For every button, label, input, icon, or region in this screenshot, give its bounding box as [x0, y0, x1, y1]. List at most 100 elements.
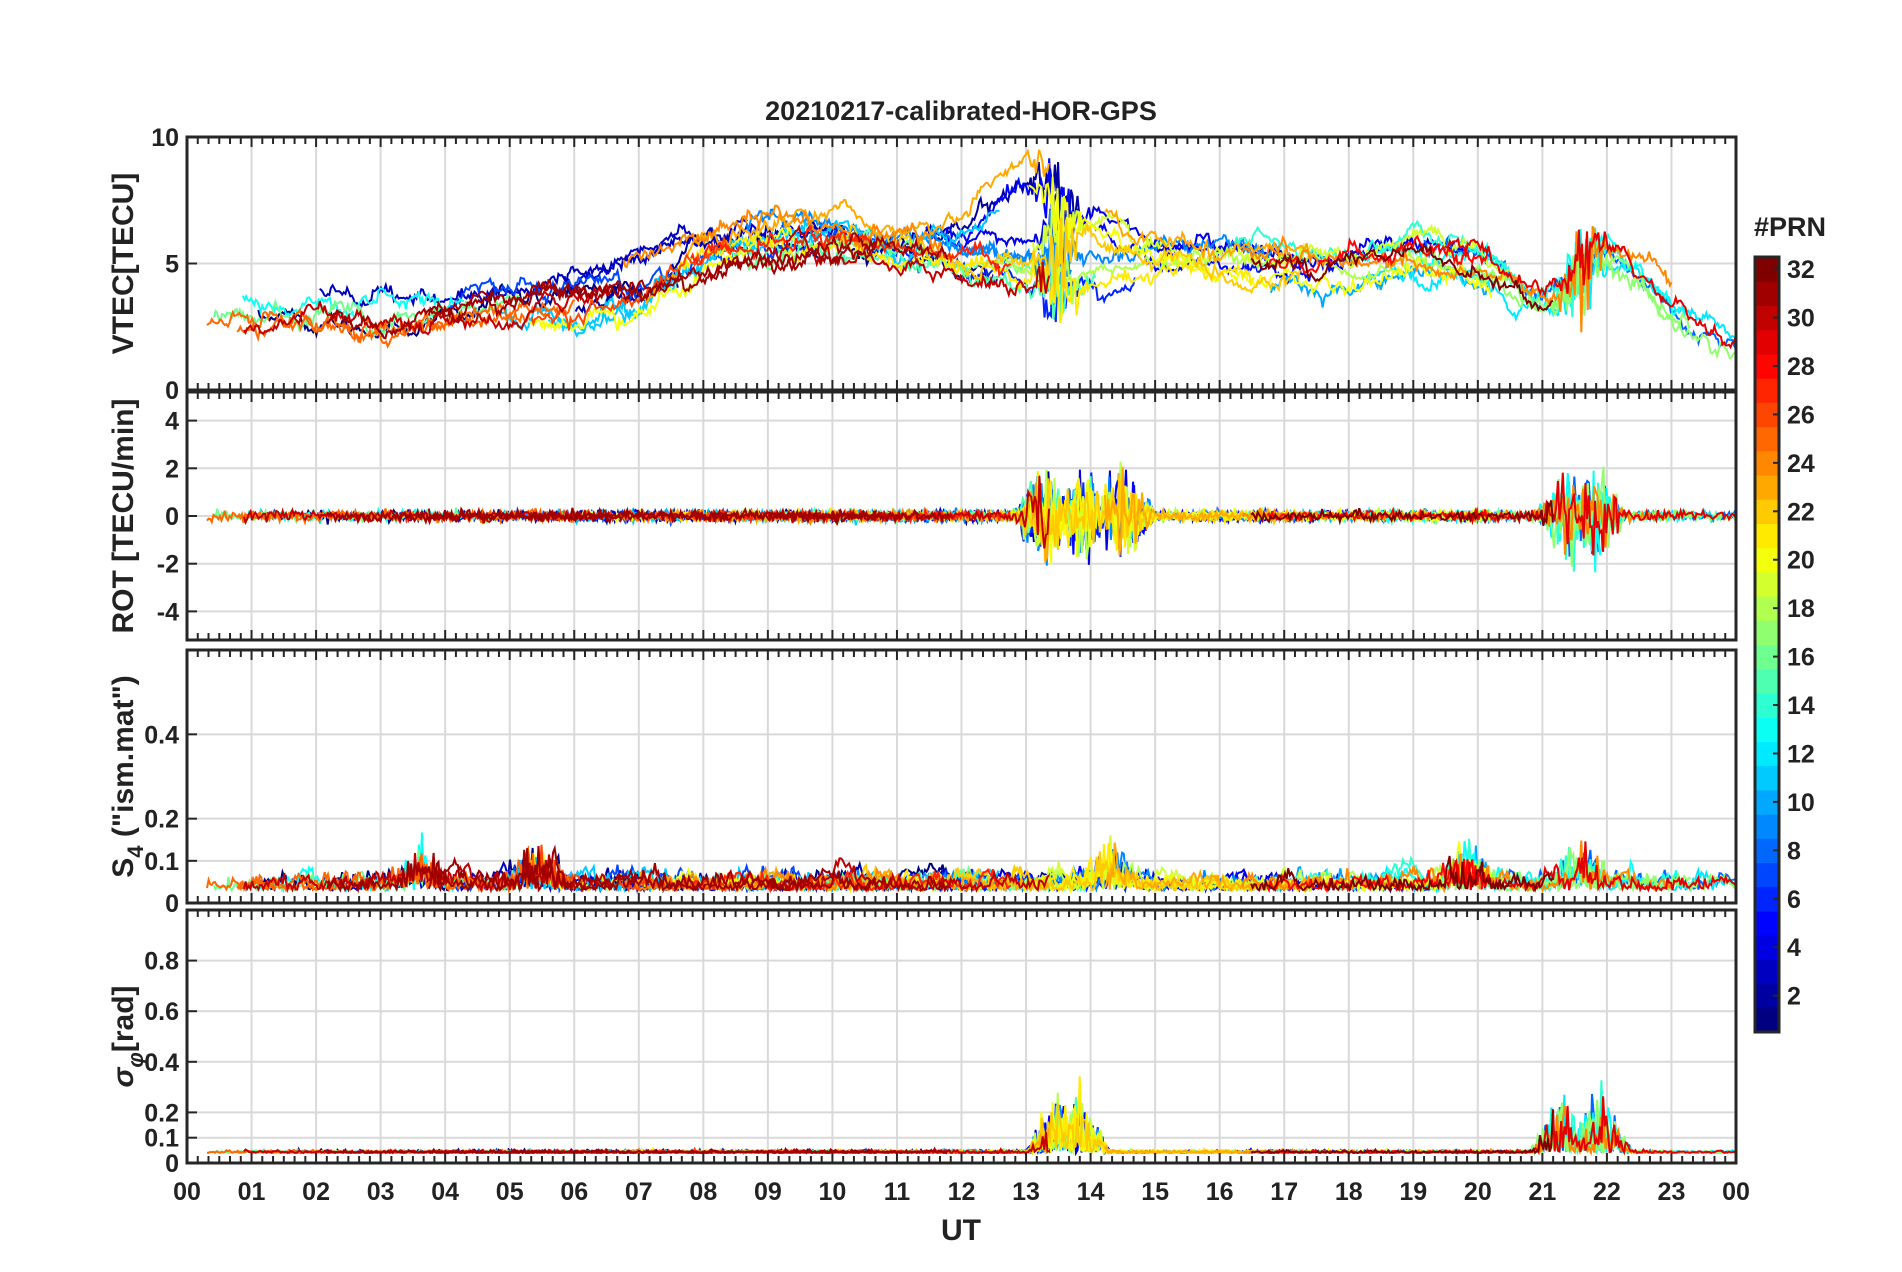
series-line-prn-27 — [690, 224, 1012, 278]
figure-title: 20210217-calibrated-HOR-GPS — [765, 96, 1157, 126]
series-group — [206, 461, 1736, 573]
colorbar-tick-label: 4 — [1787, 934, 1801, 962]
y-tick-label: 10 — [151, 124, 179, 152]
x-tick-label: 01 — [238, 1178, 266, 1206]
colorbar-swatch — [1755, 1007, 1779, 1033]
series-line-prn-13 — [241, 287, 465, 322]
y-tick-label: 0.8 — [144, 948, 179, 976]
y-tick-label: 0.1 — [144, 1125, 179, 1153]
y-tick-label: 0.4 — [144, 721, 179, 749]
x-tick-label: 11 — [884, 1178, 911, 1206]
series-line-prn-4 — [925, 186, 1471, 274]
series-line-prn-26 — [530, 234, 733, 331]
x-tick-label: 06 — [560, 1178, 588, 1206]
x-tick-label: 04 — [431, 1178, 459, 1206]
panel-s4: 0 0.1 0.2 0.4S4 ("ism.mat") — [107, 648, 1738, 918]
series-group — [207, 1076, 1736, 1157]
x-tick-label: 09 — [754, 1178, 782, 1206]
colorbar-swatch — [1755, 717, 1779, 742]
series-line-prn-15 — [715, 233, 1097, 320]
x-tick-labels: 00 01 02 03 04 05 06 07 08 09 10 11 12 13 14 15 16 17 18 19… — [173, 1178, 1750, 1206]
series-line-prn-25 — [206, 299, 575, 349]
x-tick-label: 10 — [819, 1178, 847, 1206]
x-tick-label: 08 — [689, 1178, 717, 1206]
y-tick-label: -4 — [157, 598, 179, 626]
y-tick-label: 0.1 — [144, 848, 179, 876]
colorbar-swatch — [1755, 862, 1779, 888]
series-line-prn-28 — [1266, 234, 1488, 275]
colorbar-swatch — [1755, 474, 1779, 500]
y-axis-label: S4 ("ism.mat") — [107, 675, 148, 877]
series-line-prn-9 — [924, 229, 1282, 287]
series-line-prn-20 — [1028, 176, 1493, 299]
y-tick-label: 5 — [165, 251, 179, 279]
colorbar-swatch — [1755, 814, 1779, 839]
y-tick-label: 0.2 — [144, 1099, 179, 1127]
x-axis-label: UT — [941, 1214, 981, 1247]
colorbar-tick-label: 6 — [1787, 886, 1801, 914]
x-tick-label: 17 — [1270, 1178, 1298, 1206]
series-line-prn-31 — [326, 243, 877, 340]
grid — [187, 910, 1736, 1163]
colorbar-tick-label: 26 — [1787, 401, 1815, 429]
x-tick-label: 23 — [1658, 1178, 1686, 1206]
x-tick-label: 16 — [1206, 1178, 1234, 1206]
series-line-prn-32 — [1250, 243, 1554, 313]
x-tick-label: 22 — [1593, 1178, 1621, 1206]
colorbar-tick-label: 8 — [1787, 837, 1801, 865]
x-tick-label: 07 — [625, 1178, 653, 1206]
x-tick-label: 20 — [1464, 1178, 1492, 1206]
x-tick-label: 15 — [1141, 1178, 1169, 1206]
colorbar-tick-label: 30 — [1787, 305, 1815, 333]
x-tick-label: 12 — [948, 1178, 976, 1206]
x-tick-label: 18 — [1335, 1178, 1363, 1206]
colorbar-tick-label: 20 — [1787, 547, 1815, 575]
y-tick-label: 4 — [165, 408, 179, 436]
x-tick-label: 05 — [496, 1178, 524, 1206]
colorbar-swatch — [1755, 329, 1779, 355]
colorbar-swatch — [1755, 765, 1779, 791]
panel-sigma-phi: 00.10.2 0.4 0.6 0.8 σφ[rad] — [107, 908, 1738, 1178]
series-line-prn-32 — [1250, 1109, 1554, 1155]
y-axis-label: VTEC[TECU] — [107, 173, 140, 355]
colorbar-tick-label: 2 — [1787, 983, 1801, 1011]
x-ticks — [186, 910, 1737, 1163]
colorbar-swatch — [1755, 959, 1779, 985]
colorbar-tick-label: 12 — [1787, 740, 1815, 768]
series-line-prn-31 — [427, 232, 949, 324]
y-tick-label: 0 — [165, 890, 179, 918]
series-line-prn-16 — [213, 293, 522, 338]
series-line-prn-31 — [427, 844, 949, 893]
y-tick-label: 0 — [165, 503, 179, 531]
panel-rot: -4 -2 0 2 4 ROT [TECU/min] — [107, 390, 1738, 642]
x-tick-label: 03 — [367, 1178, 395, 1206]
colorbar-swatch — [1755, 523, 1779, 549]
colorbar-tick-label: 22 — [1787, 498, 1815, 526]
series-group — [206, 148, 1736, 360]
colorbar-tick-label: 32 — [1787, 256, 1815, 284]
series-line-prn-22 — [831, 217, 1301, 295]
series-line-prn-24 — [622, 204, 943, 269]
y-tick-label: 0.6 — [144, 998, 179, 1026]
x-tick-label: 13 — [1012, 1178, 1040, 1206]
panel-vtec: 0 5 10 VTEC[TECU] — [107, 124, 1738, 405]
y-tick-label: 0.4 — [144, 1049, 179, 1077]
colorbar-swatch — [1755, 426, 1779, 452]
series-line-prn-23 — [635, 148, 1050, 306]
y-tick-label: 0.2 — [144, 806, 179, 834]
series-line-prn-16 — [744, 226, 1032, 279]
y-tick-label: -2 — [157, 551, 179, 579]
series-line-prn-31 — [326, 849, 877, 894]
colorbar-swatch — [1755, 571, 1779, 597]
series-line-prn-30 — [765, 857, 1050, 893]
colorbar-tick-label: 24 — [1787, 450, 1815, 478]
colorbar-frame — [1753, 255, 1781, 1034]
colorbar-tick-label: 10 — [1787, 789, 1815, 817]
colorbar-tick-label: 28 — [1787, 353, 1815, 381]
colorbar-swatch — [1755, 281, 1779, 307]
x-ticks — [186, 650, 1737, 903]
series-line-prn-29 — [1444, 472, 1736, 556]
series-line-prn-20 — [528, 226, 796, 333]
